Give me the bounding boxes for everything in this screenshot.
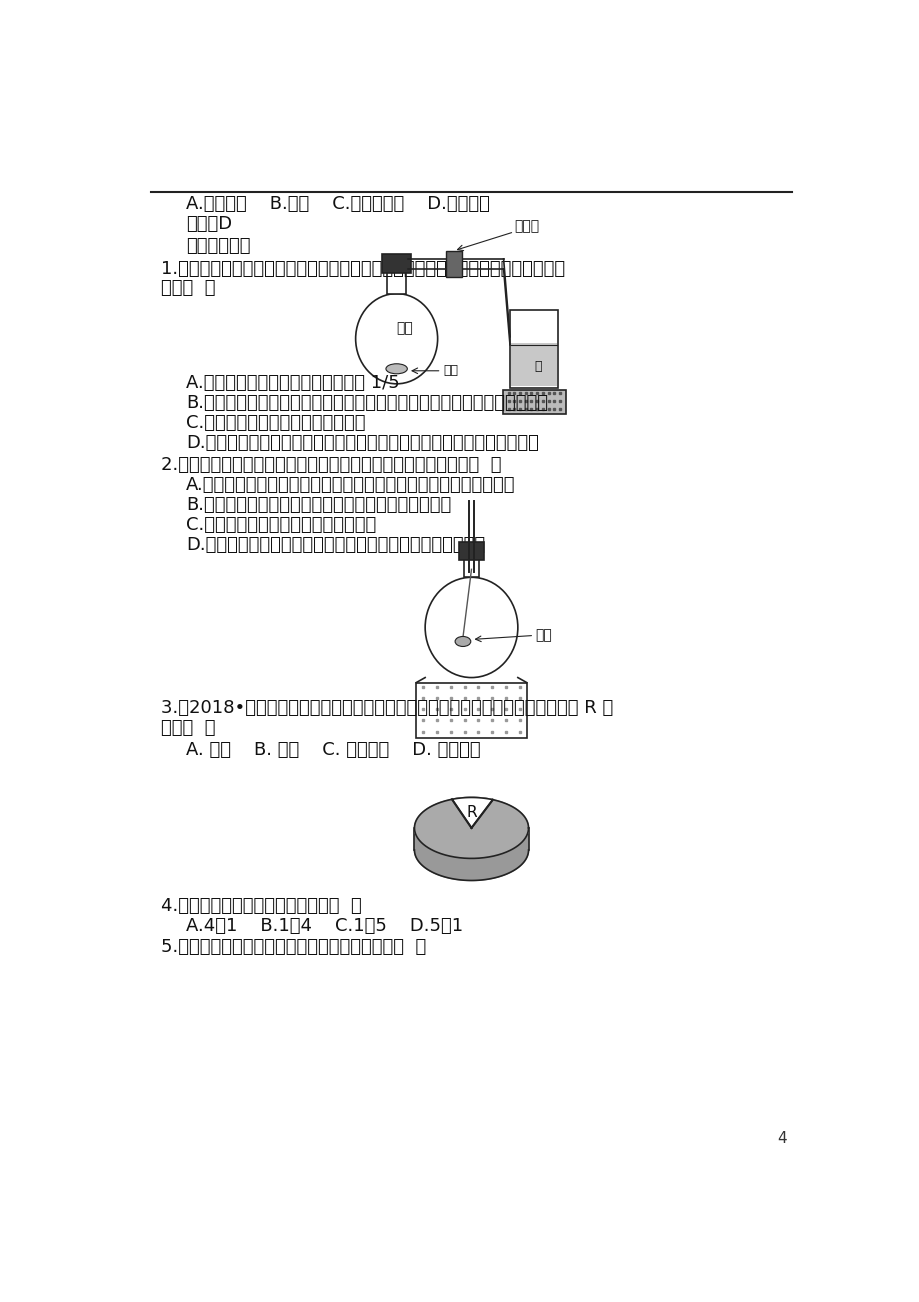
- Text: 水: 水: [534, 359, 541, 372]
- Text: 4: 4: [776, 1131, 786, 1146]
- Text: 答案：D: 答案：D: [186, 215, 233, 233]
- Polygon shape: [414, 828, 528, 880]
- Text: C.该实验中的红磷还可以用硫来代替: C.该实验中的红磷还可以用硫来代替: [186, 414, 366, 432]
- Text: 2.测定空气中氧气含量测定的实验装置如图。下列说法正确的是（  ）: 2.测定空气中氧气含量测定的实验装置如图。下列说法正确的是（ ）: [161, 456, 501, 474]
- Text: 弹簧夹: 弹簧夹: [514, 219, 539, 233]
- Polygon shape: [414, 797, 528, 858]
- Text: A. 氮气    B. 氧气    C. 稀有气体    D. 二氧化碳: A. 氮气 B. 氧气 C. 稀有气体 D. 二氧化碳: [186, 741, 481, 759]
- Text: 4.空气中氧气与氮气的体积比约为（  ）: 4.空气中氧气与氮气的体积比约为（ ）: [161, 897, 362, 915]
- Ellipse shape: [386, 363, 407, 374]
- Text: 的是（  ）: 的是（ ）: [161, 719, 216, 737]
- Text: B.该实验过程中可观察到红磷燃烧产生大量白色的烟雾: B.该实验过程中可观察到红磷燃烧产生大量白色的烟雾: [186, 496, 451, 514]
- Text: A.此实验证明，氧气约占空气体积的 1/5: A.此实验证明，氧气约占空气体积的 1/5: [186, 374, 400, 392]
- Text: C.燃烧匙中的红磷越多，水位上升越高: C.燃烧匙中的红磷越多，水位上升越高: [186, 516, 376, 534]
- Text: B.此实验证明，反应后集气瓶内剩余的气体，既不易溶于水，也不支持燃烧: B.此实验证明，反应后集气瓶内剩余的气体，既不易溶于水，也不支持燃烧: [186, 395, 548, 411]
- Text: 红磷: 红磷: [443, 365, 458, 378]
- Text: 3.（2018•湖南邵阳）空气是一种宝贵的自然资源。右图为空气成分示意图，其中 R 指: 3.（2018•湖南邵阳）空气是一种宝贵的自然资源。右图为空气成分示意图，其中 …: [161, 699, 613, 716]
- Text: 的是（  ）: 的是（ ）: [161, 279, 216, 297]
- FancyBboxPatch shape: [511, 342, 556, 385]
- Text: A.选用红磷是因为反应可以耗尽其中的氧气，生成固态的五氧化二磷: A.选用红磷是因为反应可以耗尽其中的氧气，生成固态的五氧化二磷: [186, 477, 516, 493]
- Text: 5.下列现象的产生，与空气中的水蒸气无关的是（  ）: 5.下列现象的产生，与空气中的水蒸气无关的是（ ）: [161, 939, 426, 956]
- Polygon shape: [451, 797, 493, 828]
- Text: D.若该实验没有达到预期目的，可能的原因之一是装置气密性不好造成的: D.若该实验没有达到预期目的，可能的原因之一是装置气密性不好造成的: [186, 434, 539, 452]
- FancyBboxPatch shape: [382, 254, 411, 272]
- Text: A.4：1    B.1：4    C.1：5    D.5：1: A.4：1 B.1：4 C.1：5 D.5：1: [186, 917, 463, 935]
- Text: 1.如图是用红磷燃烧法测定空气里氧气含量的装置图，有关此实验的结论与分析错误: 1.如图是用红磷燃烧法测定空气里氧气含量的装置图，有关此实验的结论与分析错误: [161, 259, 565, 277]
- Text: 红磷: 红磷: [535, 629, 551, 642]
- FancyBboxPatch shape: [503, 389, 565, 414]
- FancyBboxPatch shape: [459, 542, 483, 560]
- Text: 【课堂练习】: 【课堂练习】: [186, 237, 251, 255]
- Ellipse shape: [356, 293, 437, 384]
- Ellipse shape: [425, 577, 517, 677]
- Text: A.碳酸饮料    B.食醋    C.硫酸铜溶液    D.二氧化碳: A.碳酸饮料 B.食醋 C.硫酸铜溶液 D.二氧化碳: [186, 195, 490, 214]
- Text: R: R: [466, 805, 477, 819]
- Text: D.本实验可以证明空气含有氮气、氧气、二氧化碳和稀有气体: D.本实验可以证明空气含有氮气、氧气、二氧化碳和稀有气体: [186, 536, 485, 555]
- FancyBboxPatch shape: [463, 543, 479, 577]
- Text: 空气: 空气: [396, 322, 413, 336]
- FancyBboxPatch shape: [509, 310, 558, 388]
- FancyBboxPatch shape: [387, 255, 405, 293]
- FancyBboxPatch shape: [415, 682, 527, 738]
- Ellipse shape: [455, 637, 471, 647]
- FancyBboxPatch shape: [446, 251, 461, 277]
